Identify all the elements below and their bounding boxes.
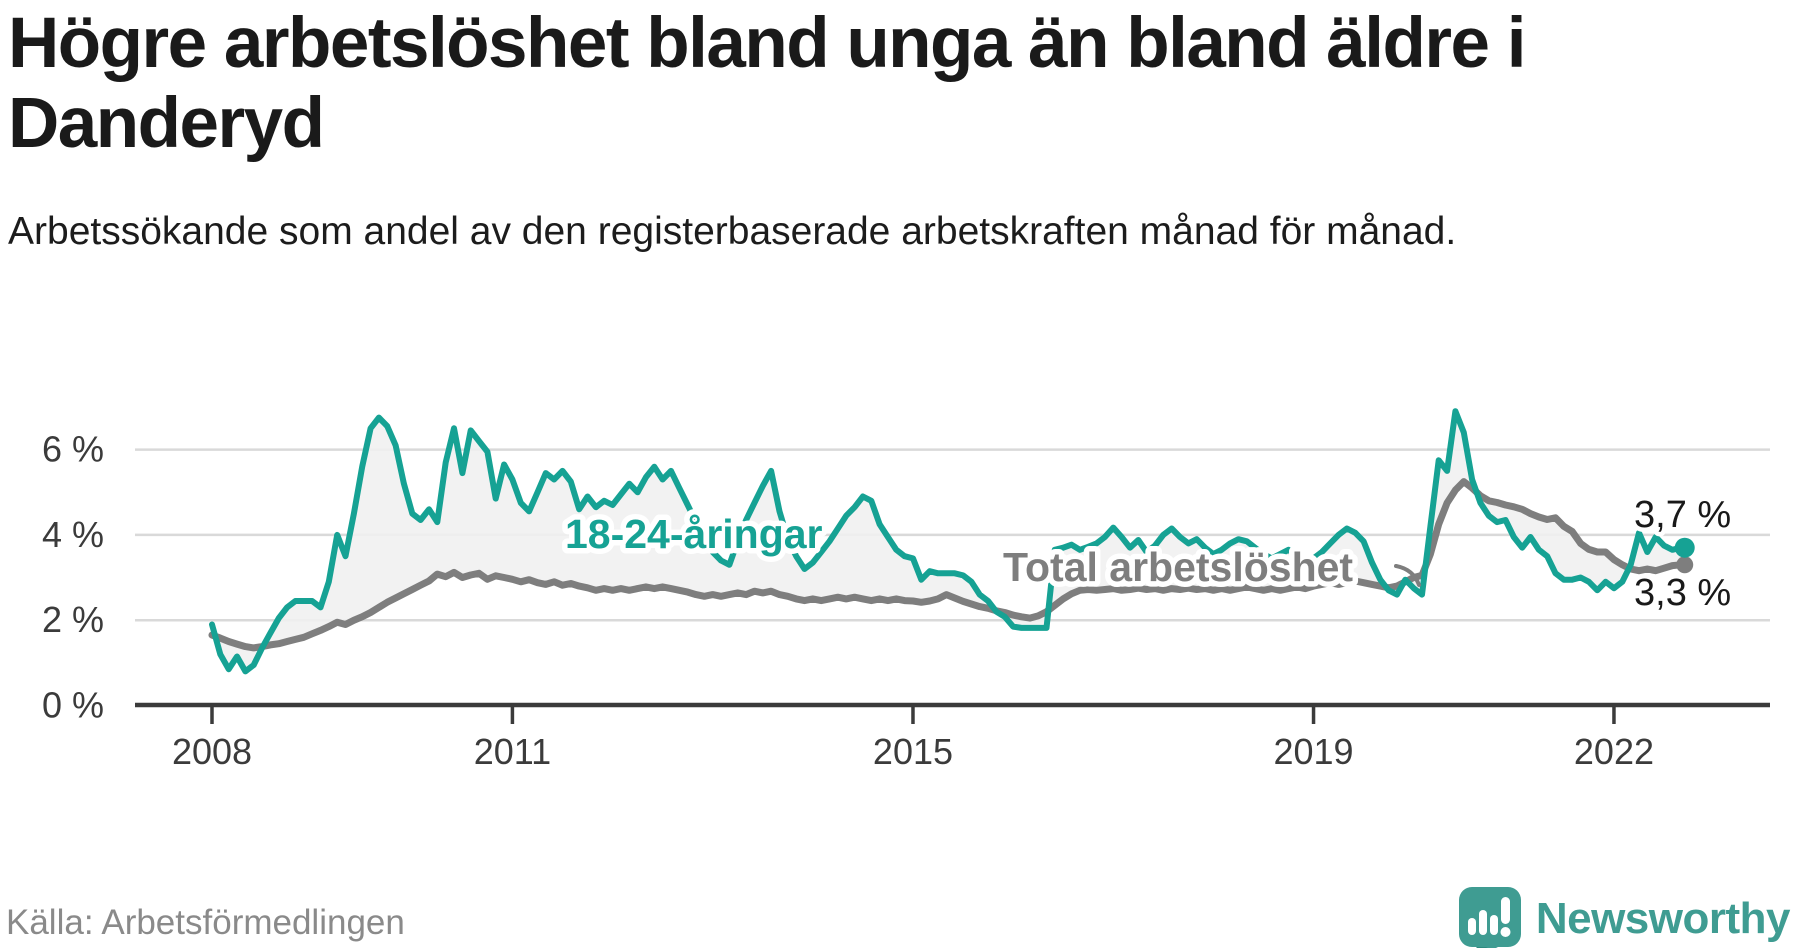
- y-axis-label-4: 4 %: [42, 514, 104, 555]
- y-axis-label-6: 6 %: [42, 429, 104, 470]
- chart-subtitle: Arbetssökande som andel av den registerb…: [8, 210, 1457, 253]
- band-between-series: [212, 411, 1681, 672]
- newsworthy-brand-text: Newsworthy: [1535, 894, 1791, 943]
- total-label-pointer: [1394, 564, 1421, 587]
- chart-title: Högre arbetslöshet bland unga än bland ä…: [8, 4, 1526, 163]
- y-axis-label-0: 0 %: [42, 685, 104, 726]
- youth-end-dot: [1674, 537, 1695, 558]
- unemployment-line-chart: 2008 2011 2015 2019 2022 0 % 2 % 4 % 6 % 18-24-år…: [42, 408, 1770, 772]
- x-tick-label-2015: 2015: [873, 731, 953, 772]
- x-tick-label-2011: 2011: [474, 731, 551, 772]
- total-line: [208, 478, 1685, 652]
- source-note: Källa: Arbetsförmedlingen: [6, 903, 405, 942]
- total-series-label: Total arbetslöshet: [1003, 544, 1353, 590]
- x-tick-label-2019: 2019: [1273, 731, 1353, 772]
- youth-line: [209, 408, 1684, 675]
- x-tick-label-2008: 2008: [172, 731, 252, 772]
- youth-series-label: 18-24-åringar: [565, 511, 823, 557]
- youth-end-value-label: 3,7 %: [1634, 494, 1731, 536]
- newsworthy-logo: Newsworthy: [1458, 886, 1791, 948]
- x-tick-label-2022: 2022: [1574, 731, 1654, 772]
- total-end-dot: [1676, 556, 1694, 574]
- speech-bubble-bar-chart-icon: [1458, 887, 1521, 948]
- y-axis-label-2: 2 %: [42, 599, 104, 640]
- total-end-value-label: 3,3 %: [1634, 572, 1731, 614]
